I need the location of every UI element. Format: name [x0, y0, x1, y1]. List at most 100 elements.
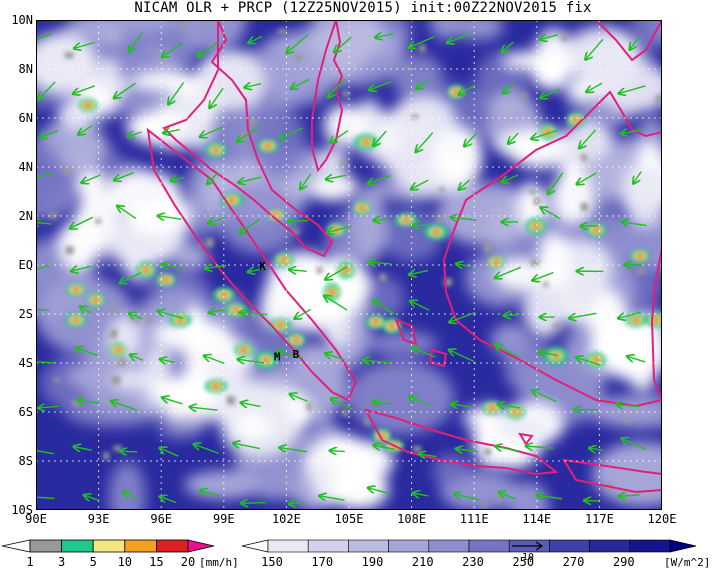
wind-vector-arrow	[540, 35, 558, 40]
cloud-patch-bright	[309, 172, 359, 201]
cloud-patch	[368, 331, 438, 357]
light-precip-pixel	[103, 452, 110, 460]
wind-vector-arrow	[324, 296, 348, 311]
precip-tick-label: 15	[149, 555, 163, 569]
vector-reference-arrow: 10	[512, 541, 544, 563]
wind-vector-arrow	[541, 88, 561, 98]
wind-vector-arrow	[248, 268, 267, 272]
light-precip-pixel	[291, 229, 300, 234]
cloud-patch-bright	[315, 148, 348, 171]
wind-vector-arrow	[162, 264, 183, 268]
wind-vector-arrow	[533, 271, 554, 281]
precipitation-cells	[48, 20, 662, 508]
lat-tick-label: 2N	[18, 209, 33, 223]
cloud-patch	[347, 360, 455, 435]
wind-vector-arrow	[412, 348, 436, 358]
wind-vector-arrow	[200, 490, 221, 497]
cloud-patch-bright	[495, 417, 549, 441]
wind-vector-arrow	[447, 33, 471, 43]
precip-cell	[566, 112, 586, 128]
light-precip-pixel	[197, 242, 203, 248]
wind-vector-arrow	[114, 171, 135, 181]
precip-cell	[78, 98, 98, 112]
vector-reference-label: 10	[522, 552, 534, 563]
light-precip-pixel	[623, 417, 632, 423]
map-panel[interactable]: K M B	[36, 20, 662, 510]
wind-vector-arrow	[117, 206, 137, 220]
precip-cell	[424, 224, 448, 240]
wind-vector-arrow	[171, 177, 185, 180]
wind-vector-arrow	[128, 132, 142, 137]
precip-cell	[354, 133, 378, 151]
wind-vector-arrow	[36, 497, 55, 499]
wind-vector-arrow	[548, 172, 564, 194]
cloud-patch-bright	[133, 110, 186, 142]
light-precip-pixel	[379, 273, 387, 282]
cloud-patch-bright	[195, 50, 266, 114]
precip-tick-label: 10	[118, 555, 132, 569]
cloud-patch	[429, 20, 462, 40]
lon-tick-label: 90E	[25, 512, 47, 526]
wind-vector-arrow	[531, 129, 558, 138]
lon-tick-label: 105E	[334, 512, 364, 526]
light-precip-pixel	[109, 306, 119, 313]
coastline-java-small-island	[518, 432, 534, 446]
light-precip-pixel	[277, 29, 287, 34]
precip-cell	[220, 193, 244, 207]
wind-vector-arrow	[577, 172, 597, 184]
precip-cell	[65, 312, 87, 328]
light-precip-pixel	[655, 95, 662, 104]
wind-vector-arrow	[498, 404, 521, 408]
cloud-patch-bright	[524, 277, 564, 338]
light-precip-pixel	[342, 90, 350, 97]
precip-cell	[109, 342, 127, 358]
light-precip-pixel	[636, 268, 645, 274]
wind-vector-arrow	[190, 407, 218, 410]
wind-vector-arrow	[630, 37, 640, 50]
wind-vector-arrow	[326, 175, 346, 179]
wind-vector-arrow	[194, 444, 219, 454]
wind-vector-arrow	[289, 503, 306, 504]
light-precip-pixel	[404, 66, 409, 71]
wind-vector-arrow	[413, 493, 429, 496]
wind-vector-arrow	[240, 312, 268, 314]
cloud-patch-bright	[333, 466, 372, 507]
cloud-patch	[509, 481, 549, 510]
wind-vector-arrow	[495, 266, 521, 278]
lat-tick-label: 6S	[18, 405, 33, 419]
wind-vector-arrow	[619, 85, 646, 94]
wind-vector-arrow	[162, 398, 183, 405]
map-title: NICAM OLR + PRCP (12Z25NOV2015) init:00Z…	[134, 0, 592, 16]
wind-vector-arrow	[413, 225, 429, 226]
wind-vector-arrow	[325, 353, 345, 361]
wind-vector-arrow	[36, 449, 54, 455]
wind-vector-arrow	[537, 495, 563, 499]
precip-cell	[257, 139, 279, 153]
light-precip-pixel	[412, 446, 422, 453]
precip-cell	[625, 313, 647, 327]
wind-vector-arrow	[450, 311, 476, 322]
cloud-patch-bright	[562, 279, 591, 312]
wind-vector-arrow	[120, 272, 142, 283]
cloud-patch-bright	[517, 181, 547, 230]
coastline-sumatra	[146, 127, 358, 402]
olr-color-swatch	[241, 539, 269, 553]
cloud-patch-bright	[131, 70, 201, 92]
light-precip-pixel	[530, 259, 539, 266]
wind-vector-arrow	[587, 82, 603, 92]
wind-vector-arrow	[36, 33, 52, 43]
wind-vector-arrow	[619, 495, 640, 496]
olr-tick-label: 150	[261, 555, 283, 569]
wind-vector-arrow	[373, 130, 387, 146]
wind-vector-arrow	[36, 172, 53, 178]
lat-tick-label: 8N	[18, 62, 33, 76]
light-precip-pixel	[444, 278, 452, 286]
light-precip-pixel	[204, 20, 210, 26]
wind-vector-arrow	[41, 130, 58, 138]
light-precip-pixel	[226, 396, 236, 405]
wind-vector-arrow	[541, 208, 561, 220]
cloud-patch-bright	[537, 232, 571, 289]
cloud-patch-bright	[472, 404, 510, 468]
light-precip-pixel	[342, 409, 349, 417]
wind-vector-arrow	[291, 78, 310, 88]
